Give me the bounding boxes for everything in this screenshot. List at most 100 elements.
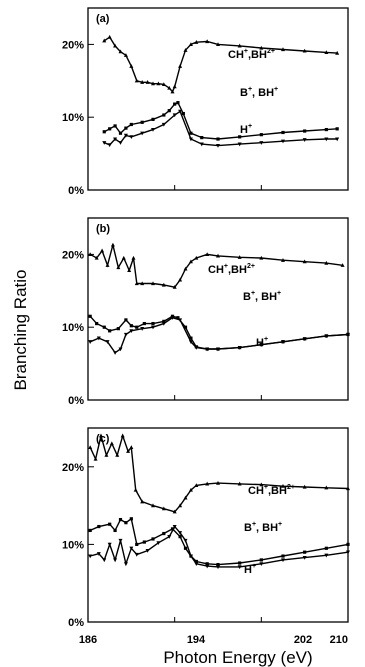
data-point: [173, 102, 177, 106]
x-tick-label: 186: [79, 634, 97, 646]
data-point: [129, 135, 134, 140]
series-line: [90, 525, 349, 568]
data-point: [129, 64, 134, 68]
y-tick-label: 10%: [62, 322, 84, 334]
data-point: [324, 485, 329, 490]
data-point: [259, 45, 264, 50]
data-point: [107, 143, 112, 148]
data-point: [116, 327, 120, 331]
data-point: [281, 558, 285, 563]
data-point: [216, 253, 220, 258]
data-point: [140, 131, 145, 136]
data-point: [127, 268, 132, 273]
data-point: [110, 242, 115, 247]
data-point: [216, 480, 220, 485]
data-point: [346, 486, 350, 491]
data-point: [194, 345, 199, 350]
data-point: [172, 284, 177, 289]
data-point: [205, 481, 210, 486]
data-point: [123, 133, 128, 138]
data-point: [302, 48, 307, 53]
data-point: [88, 252, 93, 256]
data-point: [324, 137, 329, 142]
data-point: [194, 483, 199, 488]
data-point: [205, 564, 210, 569]
data-point: [161, 282, 166, 287]
x-tick-label: 194: [187, 634, 206, 646]
data-point: [142, 321, 146, 326]
data-point: [259, 562, 264, 566]
data-point: [302, 259, 307, 264]
series-line: [89, 517, 349, 566]
data-point: [113, 351, 118, 355]
data-point: [135, 325, 139, 329]
data-point: [88, 340, 93, 344]
data-point: [205, 347, 210, 352]
data-point: [346, 332, 350, 337]
data-point: [188, 487, 193, 492]
data-point: [302, 484, 307, 489]
data-point: [281, 258, 285, 262]
data-point: [161, 122, 166, 127]
data-point: [151, 503, 155, 508]
data-point: [102, 38, 107, 43]
data-point: [172, 524, 177, 529]
data-point: [134, 281, 139, 286]
data-point: [324, 546, 328, 550]
data-point: [113, 558, 118, 563]
data-point: [303, 129, 307, 133]
data-point: [161, 506, 166, 511]
data-point: [237, 43, 242, 48]
data-point: [302, 138, 307, 142]
data-point: [176, 316, 180, 320]
data-point: [183, 48, 188, 52]
series-line: [103, 101, 338, 140]
data-point: [188, 137, 193, 142]
data-point: [94, 255, 99, 260]
data-point: [189, 131, 193, 135]
panel-3: 0%10%20%(c)CH+​,BH2+​B+​, BH+​H+​: [62, 427, 350, 629]
data-point: [118, 517, 123, 522]
data-point: [335, 50, 340, 55]
data-point: [199, 142, 204, 147]
data-point: [140, 327, 145, 331]
data-point: [120, 433, 125, 438]
data-point: [140, 120, 144, 124]
data-point: [176, 101, 180, 105]
y-tick-label: 20%: [62, 462, 84, 474]
y-axis-title: Branching Ratio: [11, 270, 30, 391]
data-point: [324, 127, 328, 132]
data-point: [126, 449, 131, 453]
series-label: H+​: [244, 563, 256, 576]
data-point: [194, 255, 199, 260]
data-point: [131, 255, 136, 260]
data-point: [189, 336, 193, 340]
data-point: [134, 552, 139, 557]
data-point: [188, 42, 193, 46]
data-point: [172, 509, 177, 514]
data-point: [88, 445, 93, 449]
data-point: [97, 524, 101, 529]
data-point: [335, 137, 340, 142]
data-point: [302, 337, 307, 342]
data-point: [183, 538, 188, 543]
data-point: [188, 554, 193, 559]
data-point: [105, 340, 110, 344]
series-1: [102, 34, 340, 94]
data-point: [156, 81, 161, 86]
data-point: [259, 482, 264, 487]
series-line: [89, 316, 349, 354]
data-point: [178, 531, 183, 535]
series-line: [89, 433, 349, 513]
plot-frame: [87, 217, 349, 401]
data-point: [99, 433, 103, 438]
data-point: [108, 329, 112, 333]
data-point: [108, 522, 112, 526]
data-point: [116, 265, 121, 270]
data-point: [151, 127, 155, 132]
data-point: [170, 89, 175, 94]
data-point: [151, 117, 155, 121]
data-point: [140, 80, 145, 84]
data-point: [145, 549, 150, 553]
data-point: [151, 325, 155, 330]
